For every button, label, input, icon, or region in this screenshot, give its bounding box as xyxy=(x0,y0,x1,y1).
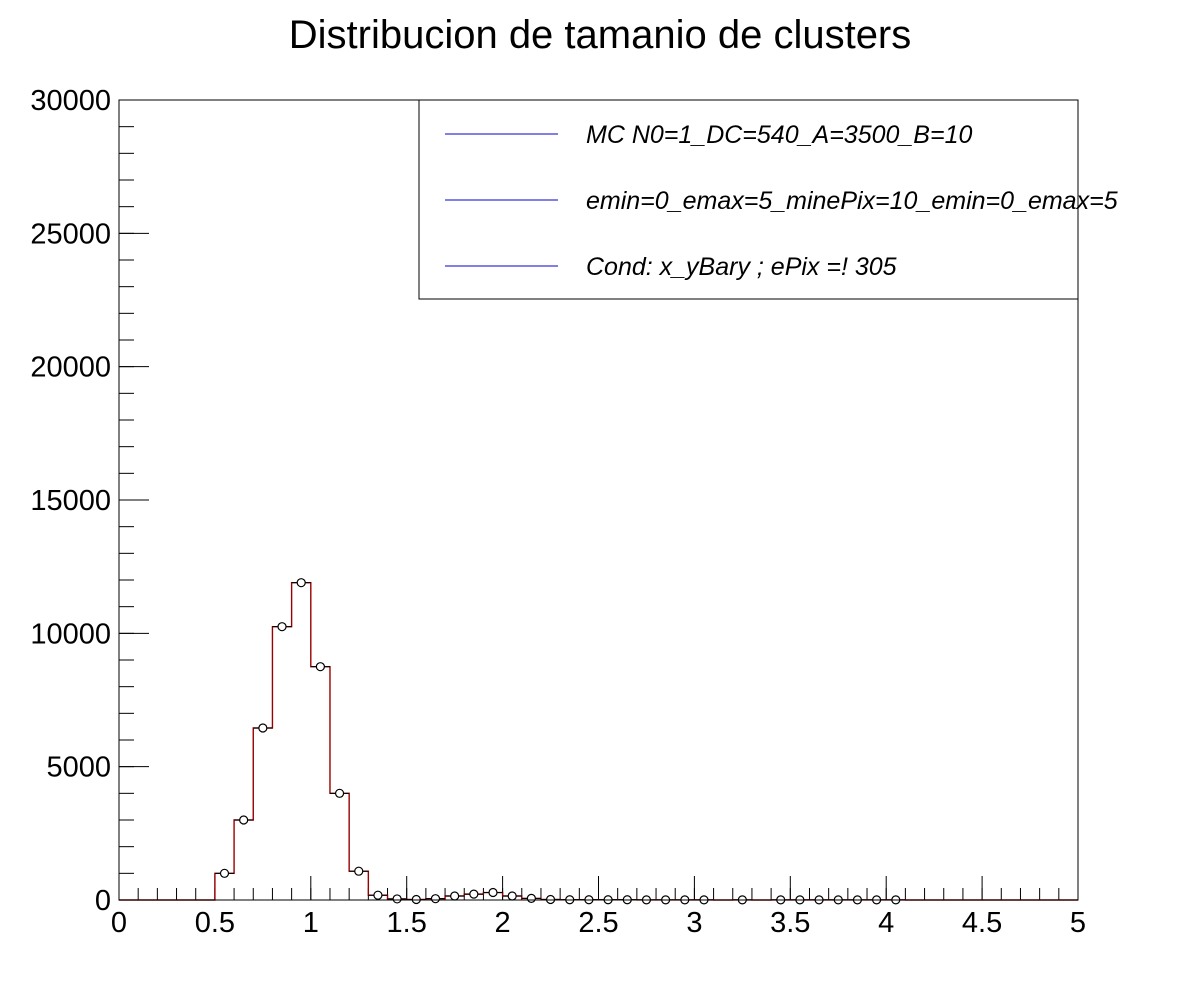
data-point xyxy=(258,723,268,733)
y-tick-label: 0 xyxy=(95,885,111,917)
x-tick-label: 3 xyxy=(686,907,702,939)
data-point xyxy=(239,815,249,825)
x-tick-label: 0.5 xyxy=(195,907,235,939)
x-tick-label: 1.5 xyxy=(387,907,427,939)
x-tick-label: 4 xyxy=(878,907,894,939)
data-point xyxy=(507,891,517,901)
x-tick-label: 5 xyxy=(1070,907,1086,939)
x-tick-label: 2.5 xyxy=(578,907,618,939)
x-tick-label: 1 xyxy=(303,907,319,939)
chart-title: Distribucion de tamanio de clusters xyxy=(289,13,912,57)
x-tick-label: 4.5 xyxy=(962,907,1002,939)
data-point xyxy=(354,866,364,876)
legend: MC N0=1_DC=540_A=3500_B=10 emin=0_emax=5_… xyxy=(418,99,1118,300)
data-point xyxy=(430,894,441,904)
data-point xyxy=(469,889,479,899)
plot-frame xyxy=(118,99,1079,901)
histogram-outline xyxy=(119,581,1078,901)
data-point xyxy=(488,887,498,898)
data-point xyxy=(277,622,287,632)
data-point xyxy=(373,890,383,900)
y-tick-label: 20000 xyxy=(30,352,111,384)
data-point xyxy=(392,894,402,904)
data-point xyxy=(545,894,556,905)
x-tick-label: 3.5 xyxy=(770,907,810,939)
y-tick-label: 10000 xyxy=(30,618,111,650)
legend-entry: emin=0_emax=5_minePix=10_emin=0_emax=5 xyxy=(586,187,1118,215)
data-point xyxy=(334,788,345,798)
legend-entry: MC N0=1_DC=540_A=3500_B=10 xyxy=(586,121,972,149)
y-tick-label: 15000 xyxy=(30,485,111,517)
x-tick-label: 0 xyxy=(111,907,127,939)
y-tick-label: 30000 xyxy=(30,85,111,117)
y-axis: 0 5000 10000 15000 20000 25000 30000 xyxy=(30,85,149,917)
y-tick-label: 5000 xyxy=(46,752,111,784)
data-point xyxy=(450,891,460,901)
data-point xyxy=(219,868,230,878)
data-point xyxy=(411,894,421,905)
data-point xyxy=(296,578,306,588)
data-point xyxy=(315,662,325,672)
x-axis: 0 0.5 1 1.5 2 2.5 3 3.5 4 4.5 5 xyxy=(111,876,1086,939)
x-tick-label: 2 xyxy=(495,907,511,939)
data-point xyxy=(526,893,536,904)
y-tick-label: 25000 xyxy=(30,218,111,250)
plot-area xyxy=(119,578,1078,905)
legend-entry: Cond: x_yBary ; ePix =! 305 xyxy=(586,253,897,281)
